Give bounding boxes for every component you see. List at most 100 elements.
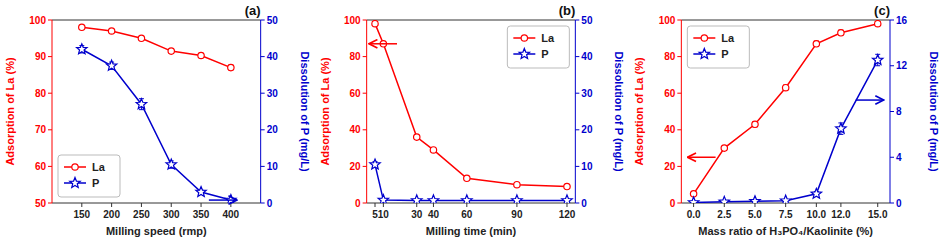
y-tick-label: 60 [664,88,676,99]
x-axis-label: Mass ratio of H₃PO₄/Kaolinite (%) [698,225,873,237]
y-tick-label: 100 [29,15,46,26]
error-bar [814,41,819,46]
x-tick-label: 200 [103,209,120,220]
x-tick-label: 10 [378,209,390,220]
point [168,48,174,54]
x-tick [724,203,725,207]
point [719,196,729,203]
point [412,195,422,203]
panel: 0.02.55.07.510.012.015.00204060801000481… [633,3,940,237]
x-tick-label: 90 [511,209,523,220]
point [462,195,472,203]
legend-marker [521,35,527,41]
x-tick [416,203,417,207]
legend-box [58,155,120,197]
x-tick [516,203,517,207]
y2-tick [261,56,265,57]
x-tick [81,203,82,207]
y-tick [48,203,52,204]
y-tick [48,129,52,130]
x-tick [877,203,878,207]
y-tick-label: 80 [350,51,362,62]
y2-tick-label: 4 [896,152,902,163]
point [198,52,204,58]
series-line [694,24,878,194]
y-tick [363,129,367,130]
y-axis-label: Adsorption of La (%) [4,57,16,165]
y-tick-label: 60 [350,88,362,99]
x-tick-label: 15.0 [868,209,888,220]
point [838,30,844,36]
y2-tick-label: 0 [267,198,273,209]
error-bar [228,65,233,70]
panel: 1502002503003504005060708090100010203040… [4,3,311,237]
y2-tick-label: 0 [581,198,587,209]
x-tick [566,203,567,207]
point [813,41,819,47]
y2-axis-line [260,20,261,203]
y-tick-label: 90 [35,51,47,62]
point [512,195,522,203]
x-tick-label: 5.0 [748,209,762,220]
legend-marker [519,49,529,59]
x-tick [383,203,384,207]
point [228,64,234,70]
y2-tick [890,20,894,21]
point [872,55,882,65]
y2-tick [261,93,265,94]
y-tick-label: 40 [664,124,676,135]
arrow [688,157,716,159]
y2-tick [575,93,579,94]
y-tick-label: 0 [670,198,676,209]
legend-label: La [541,32,555,44]
point [226,195,236,203]
x-tick-label: 250 [133,209,150,220]
y-tick-label: 20 [350,161,362,172]
x-tick [171,203,172,207]
point [414,134,420,140]
x-tick-label: 0.0 [687,209,701,220]
y2-tick [261,203,265,204]
x-tick-label: 300 [163,209,180,220]
point [77,44,87,54]
point [564,183,570,189]
x-tick-label: 120 [559,209,576,220]
point [106,60,116,70]
point [428,195,438,203]
y2-axis-label: Dissolution of P (mg/L) [299,51,311,172]
y2-tick [261,20,265,21]
y2-tick-label: 30 [581,88,593,99]
y2-tick [575,166,579,167]
point [370,159,380,169]
point [514,182,520,188]
x-axis-line [367,203,576,204]
x-tick-label: 350 [193,209,210,220]
y-tick [363,56,367,57]
x-tick [141,203,142,207]
x-tick-label: 12.0 [831,209,851,220]
y2-tick-label: 8 [896,106,902,117]
x-tick [201,203,202,207]
legend-marker [72,164,78,170]
y-tick [48,20,52,21]
point [811,188,821,198]
y2-axis-line [575,20,576,203]
y2-tick-label: 10 [267,161,279,172]
y-tick-label: 0 [355,198,361,209]
x-tick-label: 400 [223,209,240,220]
x-tick [375,203,376,207]
legend-marker [70,178,80,188]
legend-marker [699,49,709,59]
y-axis-label: Adsorption of La (%) [633,57,645,165]
x-tick-label: 150 [73,209,90,220]
point [372,20,378,26]
legend: LaP [687,26,749,68]
series-line [694,60,878,202]
x-tick [230,203,231,207]
point [136,99,146,109]
y-tick [363,93,367,94]
y-axis-label: Adsorption of La (%) [319,57,331,165]
x-tick [816,203,817,207]
arrow [209,199,237,201]
point [836,123,846,133]
